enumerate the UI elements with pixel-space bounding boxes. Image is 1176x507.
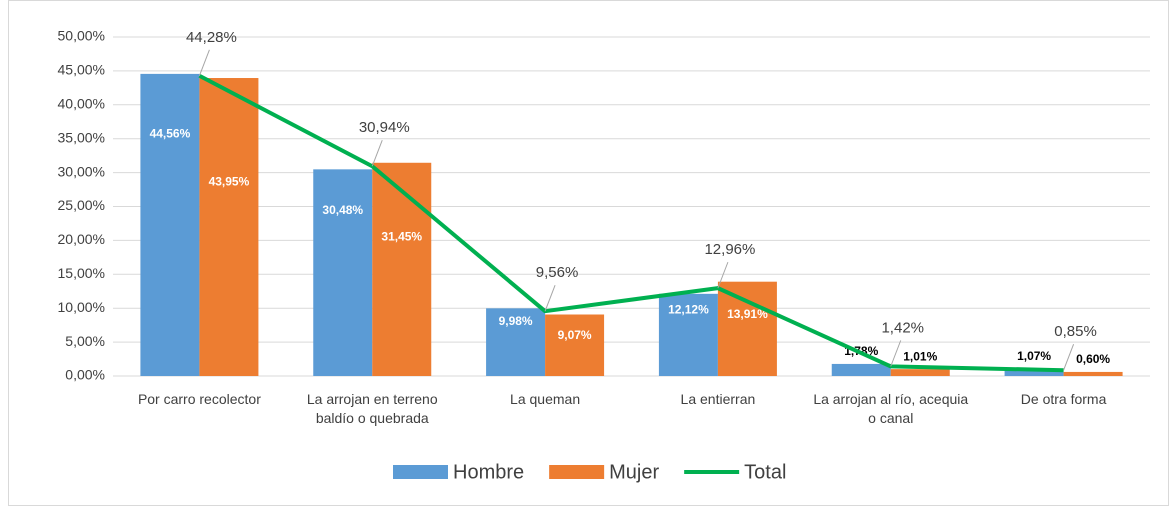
y-tick-label: 40,00% (58, 96, 105, 112)
data-label: 1,07% (1017, 349, 1051, 363)
legend-swatch (393, 465, 448, 479)
data-label: 1,01% (903, 349, 937, 363)
bar (486, 308, 546, 376)
y-tick-label: 10,00% (58, 299, 105, 315)
bar (831, 363, 891, 376)
bar (890, 369, 950, 376)
x-tick-label: La queman (510, 391, 581, 407)
y-tick-label: 15,00% (58, 265, 105, 281)
data-label: 9,56% (536, 264, 579, 281)
data-label: 31,45% (381, 230, 422, 244)
x-tick-label: La entierran (680, 391, 756, 407)
legend-label: Hombre (453, 461, 524, 483)
leader-line (890, 340, 902, 367)
x-tick-label: La arrojan en terreno baldío o quebrada (306, 391, 438, 426)
data-label: 30,94% (359, 119, 410, 136)
data-label: 13,91% (727, 307, 768, 321)
data-label: 0,60% (1076, 352, 1110, 366)
legend-label: Mujer (609, 461, 659, 483)
data-label: 9,98% (499, 314, 533, 328)
y-tick-label: 5,00% (65, 333, 105, 349)
bar (658, 293, 718, 376)
x-tick-label: De otra forma (1020, 391, 1107, 407)
x-tick-label: Por carro recolector (137, 391, 261, 407)
bar (1063, 371, 1123, 376)
legend-swatch (549, 465, 605, 479)
data-label: 12,12% (668, 302, 709, 316)
data-label: 0,85% (1054, 323, 1097, 340)
bar (372, 162, 432, 376)
y-tick-label: 25,00% (58, 197, 105, 213)
y-tick-label: 50,00% (58, 28, 105, 44)
bar (313, 169, 373, 376)
data-label: 12,96% (704, 241, 755, 258)
data-label: 1,42% (881, 319, 924, 336)
data-label: 9,07% (558, 328, 592, 342)
data-label: 44,28% (186, 29, 237, 46)
leader-line (544, 285, 556, 312)
bar (545, 314, 605, 376)
data-label: 44,56% (150, 126, 191, 140)
bar (140, 73, 200, 376)
legend-label: Total (744, 461, 786, 483)
y-tick-label: 35,00% (58, 129, 105, 145)
bar (1004, 368, 1064, 376)
y-tick-label: 20,00% (58, 231, 105, 247)
leader-line (198, 49, 210, 76)
y-tick-label: 30,00% (58, 163, 105, 179)
leader-line (371, 140, 383, 167)
x-tick-label: La arrojan al río, acequia o canal (813, 391, 969, 426)
y-tick-label: 0,00% (65, 367, 105, 383)
leader-line (1063, 344, 1075, 371)
y-tick-label: 45,00% (58, 62, 105, 78)
line (198, 74, 1064, 373)
bar (717, 281, 777, 376)
data-label: 43,95% (209, 174, 250, 188)
bar (199, 78, 259, 377)
leader-line (717, 261, 729, 289)
data-label: 30,48% (322, 203, 363, 217)
